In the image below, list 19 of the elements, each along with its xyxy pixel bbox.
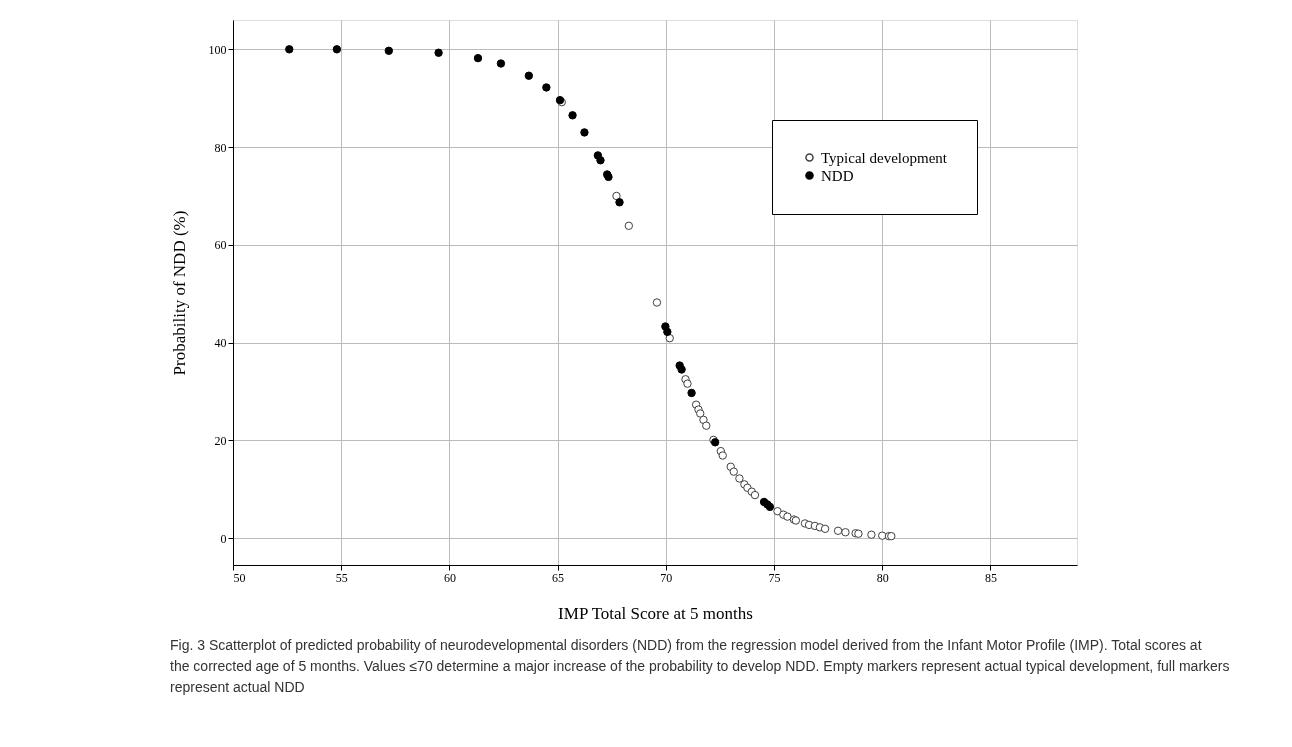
y-tick-label: 40 <box>214 336 227 351</box>
y-tick-label: 20 <box>214 433 227 448</box>
x-tick-label: 85 <box>984 570 997 585</box>
y-tick-label: 100 <box>208 42 227 57</box>
y-tick-label: 80 <box>214 140 227 155</box>
y-axis-title: Probability of NDD (%) <box>169 210 189 376</box>
y-tick-label: 0 <box>220 531 227 546</box>
legend-label: NDD <box>821 167 854 184</box>
x-tick-label: 80 <box>876 570 889 585</box>
x-tick-label: 55 <box>335 570 348 585</box>
y-tick-label: 60 <box>214 238 227 253</box>
x-tick-label: 70 <box>660 570 673 585</box>
x-tick-label: 65 <box>552 570 565 585</box>
x-tick-label: 60 <box>443 570 456 585</box>
x-tick-label: 50 <box>233 570 246 585</box>
legend-label: Typical development <box>821 149 948 166</box>
x-tick-label: 75 <box>768 570 781 585</box>
caption: Fig. 3 Scatterplot of predicted probability of neurodevelopmental disorders (NDD) from the regression model derived from the Infant Motor Profile (IMP). Total scores at the corrected age of 5 months. Values ≤70 determine a major increase of the probability to develop NDD. Empty markers represent actual typical development, full markers represent actual NDD <box>170 637 1230 695</box>
x-axis-title: IMP Total Score at 5 months <box>558 603 753 623</box>
